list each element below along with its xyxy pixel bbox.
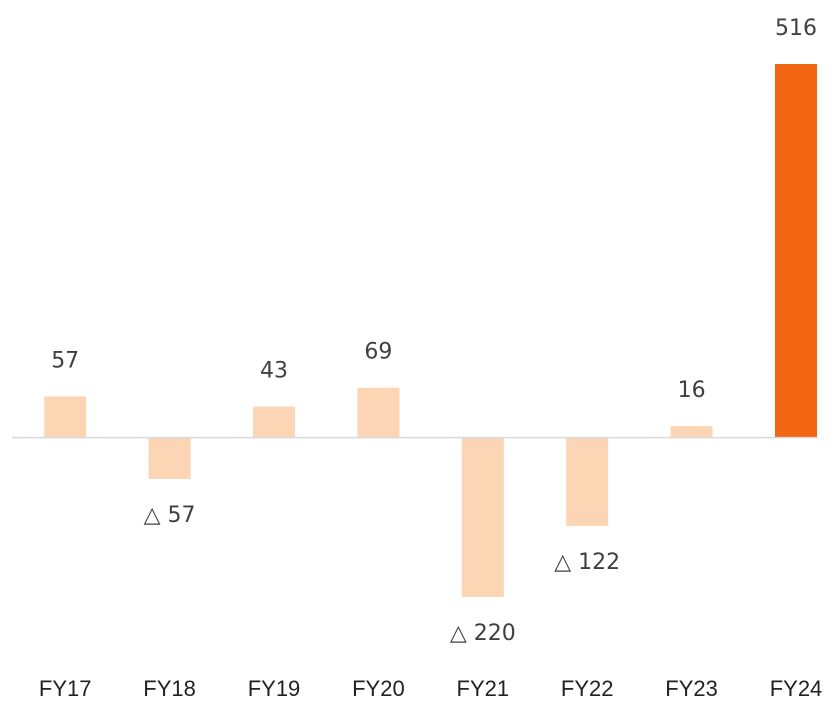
x-tick-label: FY17 [39,676,92,701]
value-label: △ 220 [450,621,516,646]
x-tick-label: FY21 [457,676,510,701]
value-label: △ 57 [144,503,196,528]
bar [148,437,191,479]
bar [670,426,713,438]
x-tick-label: FY22 [561,676,614,701]
bar [253,406,295,438]
value-label: 516 [775,16,817,41]
x-tick-label: FY23 [665,676,718,701]
value-label: △ 122 [554,550,620,575]
x-tick-label: FY19 [248,676,301,701]
bar [775,64,817,438]
value-label: 69 [364,340,392,365]
bar [566,437,609,527]
bar [461,437,504,597]
value-label: 43 [260,359,288,384]
x-tick-label: FY18 [143,676,196,701]
value-label: 16 [678,378,706,403]
x-tick-label: FY20 [352,676,405,701]
x-tick-label: FY24 [770,676,823,701]
bar [44,396,87,438]
value-label: 57 [51,348,79,373]
bar [357,387,400,438]
